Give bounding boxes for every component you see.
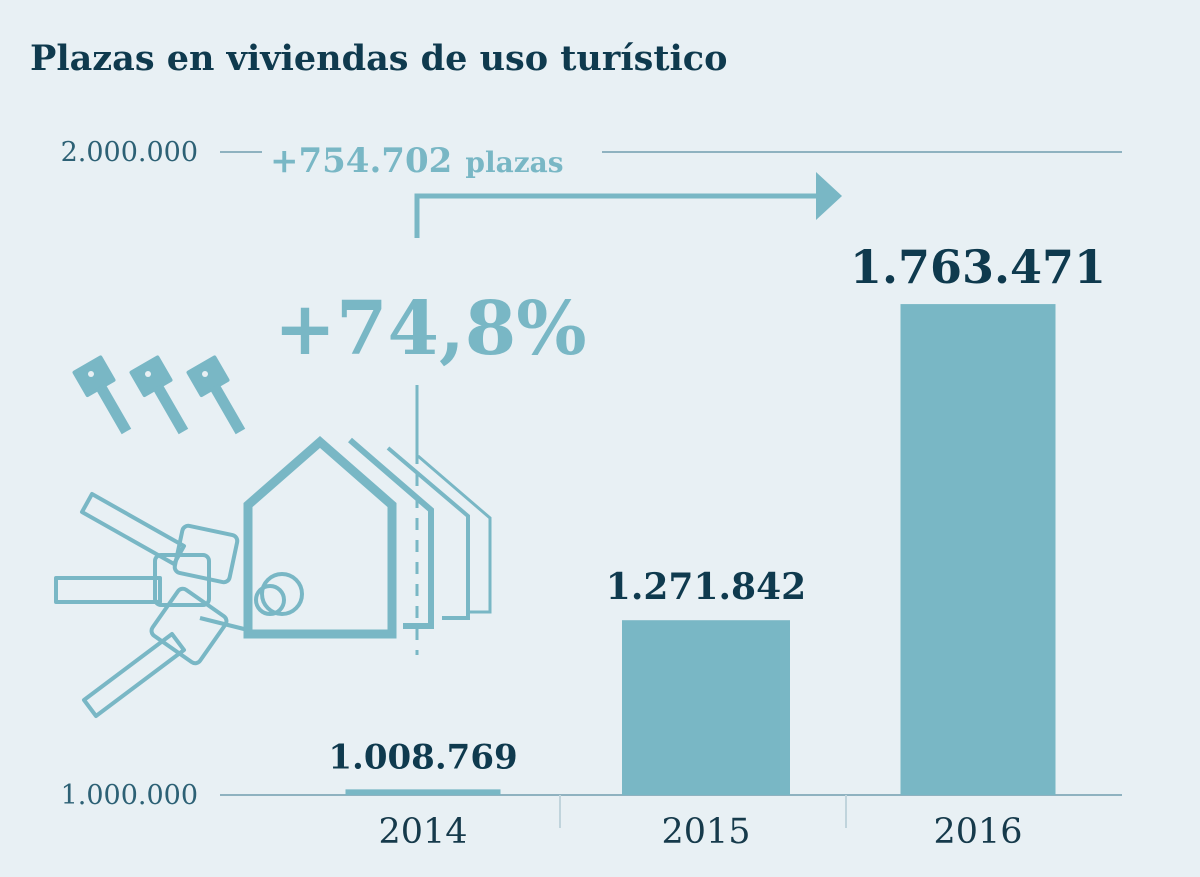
bars [345, 304, 1056, 795]
x-tick-label-2014: 2014 [378, 812, 467, 852]
bar-2016 [900, 304, 1056, 795]
x-tick-label-2016: 2016 [933, 812, 1022, 852]
y-tick-labels: 1.000.000 2.000.000 [61, 137, 198, 811]
keychain-icon [54, 492, 304, 718]
y-tick-label: 2.000.000 [61, 137, 198, 168]
houses-icon [243, 436, 492, 639]
bar-2014 [345, 789, 501, 795]
y-tick-label: 1.000.000 [61, 780, 198, 811]
keys-icon [72, 355, 246, 435]
data-labels: 1.008.769 1.271.842 1.763.471 [328, 240, 1106, 777]
data-label-2014: 1.008.769 [328, 737, 517, 777]
absolute-change-value: +754.702 [270, 141, 452, 181]
absolute-change-unit: plazas [465, 146, 563, 179]
data-label-2016: 1.763.471 [850, 240, 1106, 294]
change-arrow-line [414, 193, 818, 238]
chart-title: Plazas en viviendas de uso turístico [30, 38, 727, 79]
change-annotation: +754.702 plazas +74,8% [270, 141, 842, 655]
x-tick-label-2015: 2015 [661, 812, 750, 852]
data-label-2015: 1.271.842 [606, 566, 806, 608]
svg-text:+754.702 plazas: +754.702 plazas [270, 141, 564, 181]
bar-2015 [622, 620, 790, 795]
percent-change: +74,8% [274, 286, 587, 372]
x-tick-labels: 2014 2015 2016 [378, 812, 1022, 852]
change-arrow-head [816, 172, 842, 220]
